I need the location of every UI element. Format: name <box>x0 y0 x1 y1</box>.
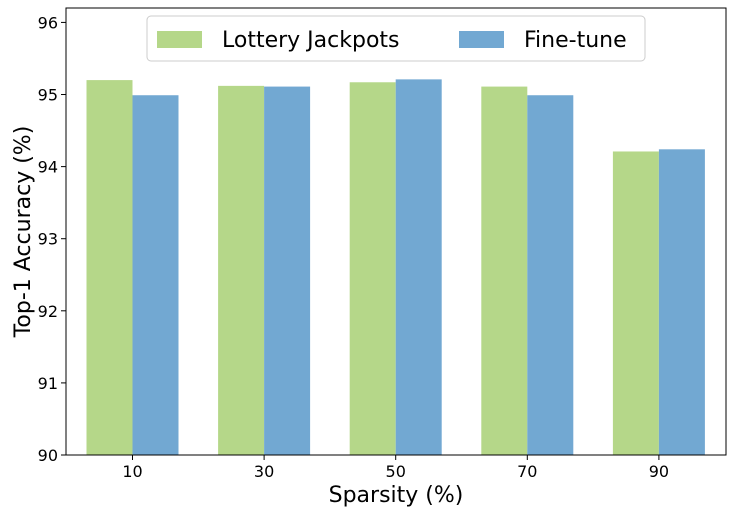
y-tick-label: 95 <box>38 86 58 105</box>
legend-label-fine-tune: Fine-tune <box>524 28 627 53</box>
legend-swatch-fine-tune <box>459 31 504 48</box>
bar-fine-tune-90 <box>658 149 705 455</box>
x-tick-label: 70 <box>517 462 537 481</box>
bar-fine-tune-50 <box>395 79 442 456</box>
x-axis-label: Sparsity (%) <box>329 483 464 508</box>
bar-lottery-jackpots-90 <box>612 151 659 455</box>
bar-lottery-jackpots-30 <box>218 85 265 456</box>
bar-lottery-jackpots-70 <box>481 86 528 456</box>
legend: Lottery Jackpots Fine-tune <box>146 15 646 62</box>
y-axis-label: Top-1 Accuracy (%) <box>11 126 36 339</box>
bar-fine-tune-70 <box>527 95 574 456</box>
y-tick-label: 91 <box>38 374 58 393</box>
legend-swatch-lottery-jackpots <box>157 31 202 48</box>
y-tick-label: 94 <box>38 158 58 177</box>
bar-fine-tune-10 <box>132 95 179 456</box>
bars-layer <box>86 79 705 456</box>
bar-lottery-jackpots-10 <box>86 80 133 455</box>
x-tick-label: 50 <box>386 462 406 481</box>
legend-label-lottery-jackpots: Lottery Jackpots <box>222 28 400 53</box>
bar-fine-tune-30 <box>264 86 311 456</box>
y-axis-ticks: 90 91 92 93 94 95 96 <box>38 13 66 465</box>
legend-frame <box>146 15 646 62</box>
y-tick-label: 96 <box>38 13 58 32</box>
y-tick-label: 93 <box>38 230 58 249</box>
y-tick-label: 92 <box>38 302 58 321</box>
bar-lottery-jackpots-50 <box>349 82 396 455</box>
y-tick-label: 90 <box>38 446 58 465</box>
x-tick-label: 90 <box>649 462 669 481</box>
x-tick-label: 10 <box>122 462 142 481</box>
x-tick-label: 30 <box>254 462 274 481</box>
x-axis-ticks: 10 30 50 70 90 <box>122 455 669 481</box>
